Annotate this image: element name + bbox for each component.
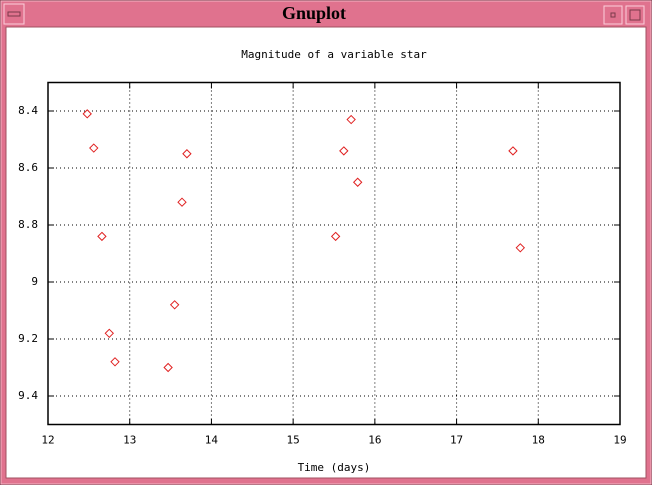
window-title: Gnuplot — [282, 3, 346, 23]
data-point — [330, 231, 341, 242]
data-point — [515, 243, 526, 253]
x-tick-label: 17 — [450, 434, 463, 447]
maximize-icon — [629, 9, 641, 21]
menu-button[interactable] — [3, 3, 25, 25]
y-tick-label: 8.4 — [18, 104, 38, 117]
data-point — [110, 357, 120, 367]
y-tick-label: 9 — [31, 275, 38, 288]
data-point — [352, 177, 363, 187]
y-tick-label: 8.6 — [18, 161, 38, 174]
y-tick-label: 8.8 — [18, 218, 38, 231]
data-point — [169, 300, 180, 310]
data-point — [346, 114, 356, 125]
data-point — [97, 231, 107, 242]
data-point — [82, 109, 92, 119]
x-tick-label: 16 — [368, 434, 381, 447]
minimize-icon — [610, 12, 616, 18]
x-tick-label: 14 — [205, 434, 219, 447]
data-point — [89, 143, 99, 153]
x-axis-label: Time (days) — [298, 461, 371, 474]
x-tick-label: 13 — [123, 434, 136, 447]
x-tick-label: 19 — [613, 434, 626, 447]
data-point — [177, 197, 187, 207]
chart-title: Magnitude of a variable star — [241, 48, 427, 61]
minimize-button[interactable] — [603, 5, 623, 25]
y-tick-label: 9.4 — [18, 389, 38, 402]
menu-icon — [7, 11, 21, 17]
maximize-button[interactable] — [625, 5, 645, 25]
client-area — [5, 26, 647, 479]
x-tick-label: 12 — [41, 434, 54, 447]
y-tick-label: 9.2 — [18, 332, 38, 345]
data-point — [163, 362, 173, 373]
data-point — [104, 328, 114, 339]
x-tick-label: 15 — [287, 434, 300, 447]
data-point — [508, 146, 518, 156]
data-point — [339, 146, 349, 156]
data-point — [182, 149, 192, 159]
plot-border — [47, 81, 621, 426]
x-tick-label: 18 — [532, 434, 545, 447]
